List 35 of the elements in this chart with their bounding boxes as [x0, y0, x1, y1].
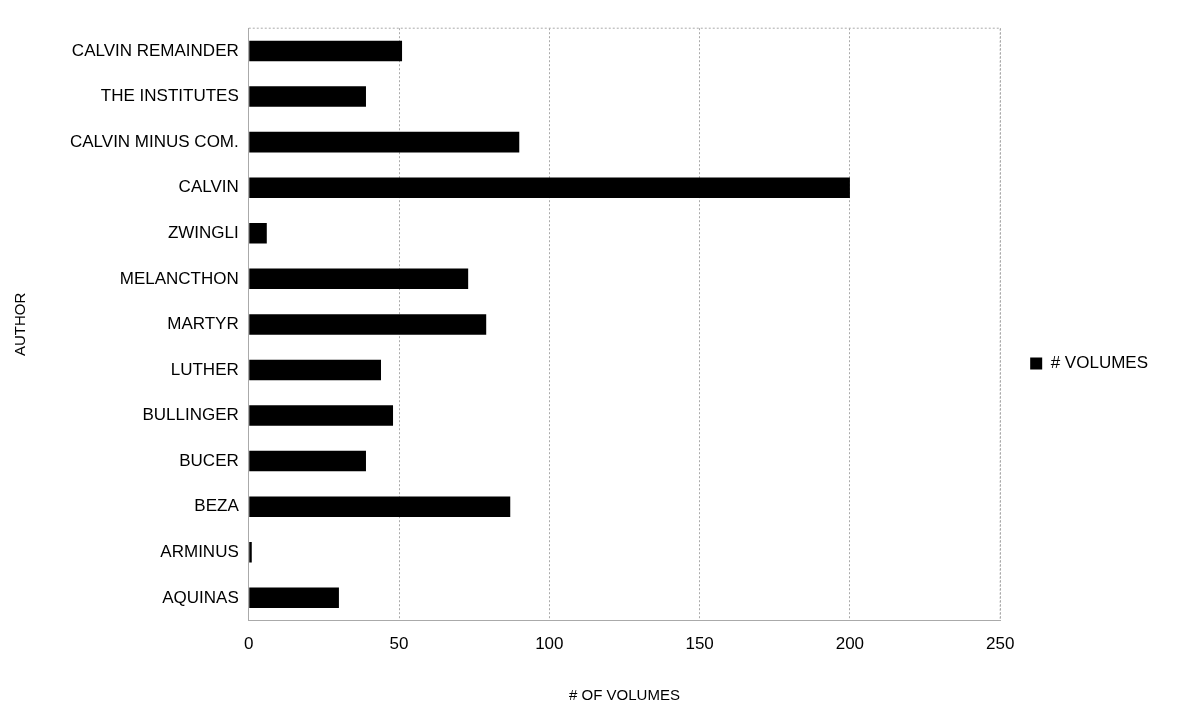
- y-tick-label: MELANCTHON: [119, 268, 239, 288]
- y-tick-label: BULLINGER: [142, 405, 239, 425]
- bar: [249, 450, 366, 472]
- bar: [249, 359, 382, 381]
- bar: [249, 86, 366, 107]
- y-tick-label: ARMINUS: [160, 541, 239, 561]
- y-tick-label: BEZA: [194, 496, 240, 516]
- y-tick-label: AQUINAS: [162, 587, 239, 607]
- y-tick-label: LUTHER: [170, 359, 239, 379]
- bar: [249, 223, 267, 244]
- y-axis-title: AUTHOR: [11, 292, 29, 357]
- y-tick-label: MARTYR: [167, 314, 239, 334]
- bar: [249, 177, 850, 198]
- x-tick-label: 200: [835, 634, 865, 654]
- x-axis-title: # OF VOLUMES: [569, 686, 680, 704]
- x-tick-label: 150: [685, 634, 714, 654]
- x-tick-label: 0: [244, 634, 254, 654]
- bar: [249, 541, 252, 563]
- bar: [249, 268, 469, 290]
- y-tick-label: CALVIN REMAINDER: [71, 40, 239, 60]
- x-tick-label: 100: [535, 634, 564, 654]
- legend-label: # VOLUMES: [1050, 353, 1148, 373]
- x-tick-label: 50: [389, 634, 409, 654]
- bar: [249, 40, 403, 62]
- y-tick-label: ZWINGLI: [167, 222, 239, 242]
- y-tick-label: CALVIN: [178, 177, 239, 197]
- y-tick-label: CALVIN MINUS COM.: [69, 131, 239, 151]
- y-tick-label: BUCER: [179, 450, 239, 470]
- bar: [249, 587, 339, 609]
- x-tick-label: 250: [986, 634, 1015, 654]
- y-tick-label: THE INSTITUTES: [100, 86, 239, 106]
- bar: [249, 496, 511, 517]
- bar: [249, 131, 520, 153]
- bar: [249, 314, 487, 335]
- bar: [249, 405, 394, 426]
